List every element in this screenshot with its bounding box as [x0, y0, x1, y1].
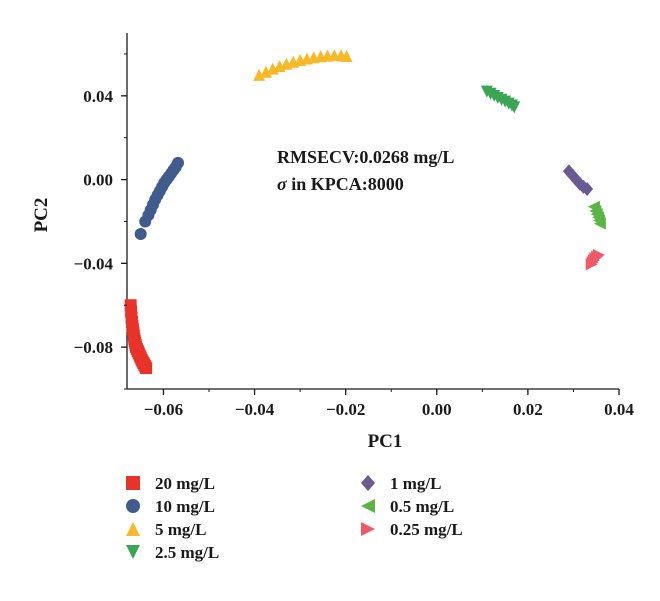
legend-label-0-25-mg-l: 0.25 mg/L: [390, 520, 463, 539]
annotation-sigma-symbol: σ: [277, 174, 288, 194]
y-tick-label: −0.04: [74, 254, 114, 273]
x-tick-label: 0.00: [422, 400, 452, 419]
legend-marker-5-mg-l: [126, 522, 140, 536]
legend-marker-2-5-mg-l: [126, 545, 140, 559]
legend-marker-0-25-mg-l: [361, 522, 375, 536]
legend-label-5-mg-l: 5 mg/L: [155, 520, 206, 539]
y-tick-label: 0.00: [83, 171, 113, 190]
x-axis-ticks: −0.06 −0.04 −0.02 0.00 0.02 0.04: [144, 389, 634, 419]
point-5-mg-l: [253, 68, 266, 81]
legend-marker-0-5-mg-l: [361, 499, 375, 513]
legend: 20 mg/L 10 mg/L 5 mg/L 2.5 mg/L 1 mg/L 0.5 mg…: [126, 474, 463, 562]
x-tick-label: 0.02: [513, 400, 543, 419]
legend-label-2-5-mg-l: 2.5 mg/L: [155, 543, 219, 562]
y-tick-label: 0.04: [83, 87, 113, 106]
data-markers: [124, 49, 606, 375]
point-1-mg-l: [581, 182, 594, 197]
point-5-mg-l: [259, 65, 272, 78]
annotation-sigma-text: in KPCA:8000: [287, 174, 404, 194]
legend-label-20-mg-l: 20 mg/L: [155, 474, 215, 493]
point-0-25-mg-l: [592, 248, 605, 261]
point-20-mg-l: [124, 299, 137, 312]
x-tick-label: −0.04: [235, 400, 275, 419]
x-tick-label: 0.04: [604, 400, 634, 419]
y-tick-label: −0.08: [74, 338, 113, 357]
point-20-mg-l: [140, 362, 153, 375]
annotation-sigma: σ in KPCA:8000: [277, 174, 404, 194]
legend-label-1-mg-l: 1 mg/L: [390, 474, 441, 493]
legend-label-0-5-mg-l: 0.5 mg/L: [390, 497, 454, 516]
point-10-mg-l: [172, 156, 185, 169]
annotation-rmsecv: RMSECV:0.0268 mg/L: [277, 147, 454, 167]
plot-frame: [126, 33, 619, 390]
legend-label-10-mg-l: 10 mg/L: [155, 497, 215, 516]
legend-marker-10-mg-l: [126, 499, 140, 513]
point-0-5-mg-l: [593, 217, 606, 230]
y-axis-ticks: −0.08 −0.04 0.00 0.04: [74, 53, 127, 390]
point-2-5-mg-l: [508, 101, 521, 114]
legend-marker-1-mg-l: [361, 475, 375, 491]
point-10-mg-l: [134, 228, 147, 241]
x-tick-label: −0.02: [326, 400, 365, 419]
point-5-mg-l: [340, 50, 353, 63]
x-tick-label: −0.06: [144, 400, 183, 419]
legend-marker-20-mg-l: [126, 476, 140, 490]
x-axis-title: PC1: [368, 431, 403, 452]
y-axis-title: PC2: [31, 198, 52, 233]
